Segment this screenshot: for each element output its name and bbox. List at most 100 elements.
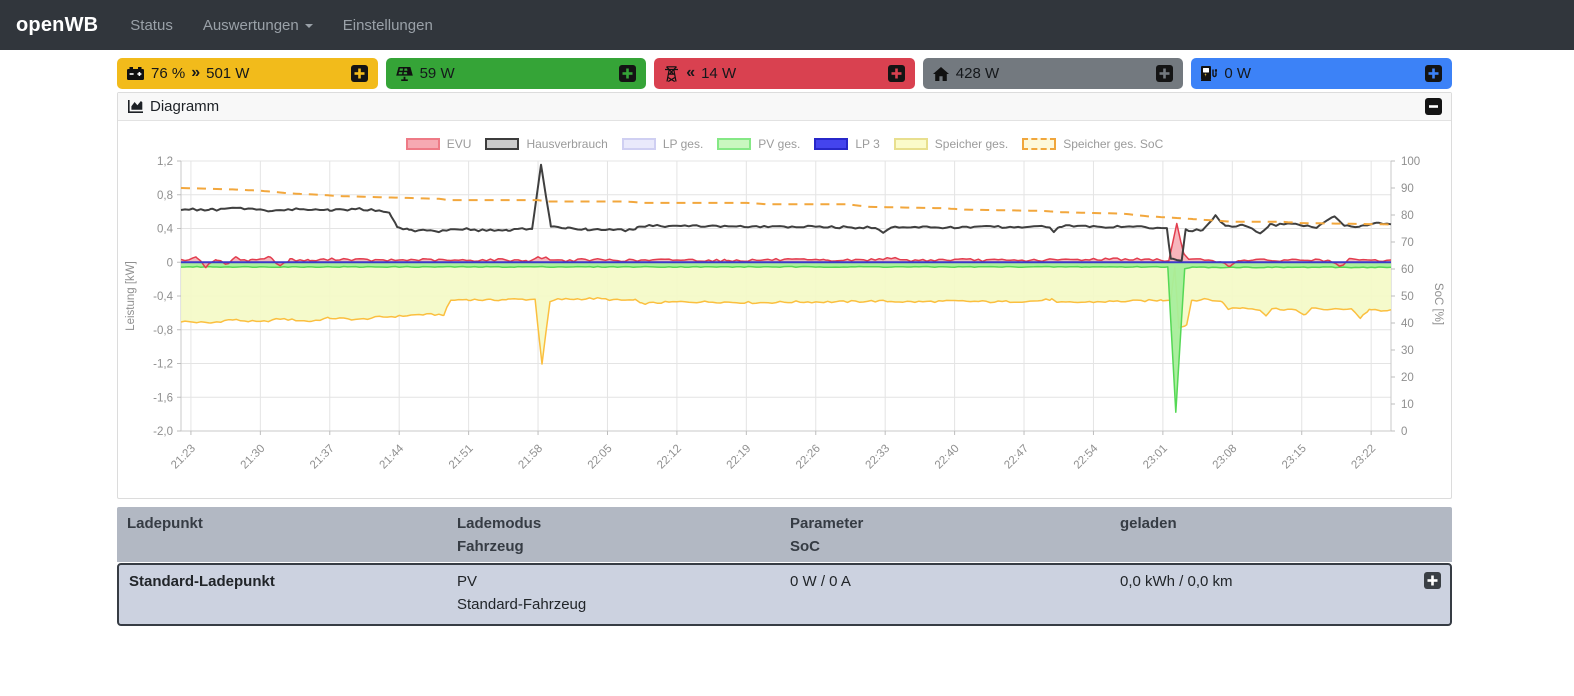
svg-text:40: 40 (1401, 318, 1414, 330)
header-parameter-soc: Parameter SoC (790, 515, 864, 555)
diagram-chart: 1,20,80,40-0,4-0,8-1,2-1,6-2,01009080706… (125, 156, 1444, 472)
svg-text:23:01: 23:01 (1141, 443, 1170, 472)
svg-text:60: 60 (1401, 264, 1414, 276)
status-badge-evu[interactable]: « 14 W (654, 58, 915, 89)
svg-text:22:54: 22:54 (1072, 442, 1101, 471)
svg-text:50: 50 (1401, 291, 1414, 303)
navbar: openWB Status Auswertungen Einstellungen (0, 0, 1574, 50)
nav-item-label: Auswertungen (202, 16, 299, 34)
legend-label: PV ges. (758, 137, 801, 151)
legend-item: LP 3 (814, 137, 880, 151)
caret-down-icon (304, 24, 313, 28)
svg-text:23:08: 23:08 (1211, 443, 1240, 472)
svg-text:0,4: 0,4 (157, 224, 174, 236)
nav-item-label: Status (130, 16, 173, 34)
expand-chargepoint-button[interactable] (1424, 572, 1441, 589)
status-badge-speicher[interactable]: 76 % » 501 W (117, 58, 378, 89)
badge-soc-value: 76 % (151, 65, 186, 82)
charging-station-icon (1201, 66, 1218, 81)
expand-badge-button[interactable] (350, 65, 368, 82)
svg-text:23:15: 23:15 (1280, 443, 1309, 472)
legend-swatch (717, 138, 752, 150)
diagram-panel-header: Diagramm (118, 93, 1451, 121)
svg-text:0: 0 (167, 257, 173, 269)
svg-text:80: 80 (1401, 210, 1414, 222)
svg-text:22:19: 22:19 (725, 443, 754, 472)
svg-text:21:44: 21:44 (377, 442, 406, 471)
legend-label: EVU (446, 137, 472, 151)
legend-item: Speicher ges. (893, 137, 1009, 151)
svg-text:0: 0 (1401, 426, 1407, 438)
svg-text:SoC [%]: SoC [%] (1432, 283, 1444, 325)
diagram-panel-title: Diagramm (150, 98, 220, 115)
legend-item: PV ges. (717, 137, 800, 151)
nav-item-status[interactable]: Status (130, 17, 173, 34)
expand-badge-button[interactable] (887, 65, 905, 82)
svg-text:-2,0: -2,0 (153, 426, 173, 438)
nav-item-label: Einstellungen (342, 16, 433, 34)
svg-text:21:30: 21:30 (239, 443, 268, 472)
header-ladepunkt: Ladepunkt (127, 515, 203, 532)
chargepoint-row: Standard-Ladepunkt PV Standard-Fahrzeug … (117, 563, 1452, 626)
svg-text:21:51: 21:51 (447, 443, 476, 472)
legend-label: Speicher ges. SoC (1063, 137, 1164, 151)
legend-label: Speicher ges. (934, 137, 1009, 151)
legend-item: Hausverbrauch (485, 137, 608, 151)
car-battery-icon (127, 67, 144, 80)
svg-text:20: 20 (1401, 372, 1414, 384)
svg-text:70: 70 (1401, 237, 1414, 249)
svg-text:22:26: 22:26 (794, 443, 823, 472)
collapse-button[interactable] (1425, 98, 1442, 115)
badge-power-value: 14 W (701, 65, 737, 82)
svg-text:Leistung [kW]: Leistung [kW] (125, 261, 137, 331)
legend-label: LP 3 (855, 137, 880, 151)
svg-text:10: 10 (1401, 399, 1414, 411)
legend-label: Hausverbrauch (526, 137, 608, 151)
angle-double-right-icon: » (191, 63, 201, 81)
status-badge-ladepunkt[interactable]: 0 W (1191, 58, 1452, 89)
badge-power-value: 59 W (419, 65, 455, 82)
header-geladen: geladen (1120, 515, 1177, 532)
svg-text:22:33: 22:33 (863, 443, 892, 472)
legend-swatch (485, 138, 520, 150)
cell-lademodus-fahrzeug: PV Standard-Fahrzeug (457, 573, 587, 613)
legend-swatch (621, 138, 656, 150)
svg-text:-0,8: -0,8 (153, 325, 173, 337)
legend-label: LP ges. (662, 137, 704, 151)
svg-text:-0,4: -0,4 (153, 291, 173, 303)
svg-text:0,8: 0,8 (157, 190, 173, 202)
home-icon (932, 66, 949, 81)
expand-badge-button[interactable] (1156, 65, 1174, 82)
cell-parameter: 0 W / 0 A (790, 573, 851, 590)
legend-item: EVU (405, 137, 472, 151)
chargepoint-table: Ladepunkt Lademodus Fahrzeug Parameter S… (117, 507, 1452, 626)
svg-text:30: 30 (1401, 345, 1414, 357)
expand-badge-button[interactable] (1424, 65, 1442, 82)
svg-text:-1,6: -1,6 (153, 392, 173, 404)
svg-text:23:22: 23:22 (1349, 443, 1378, 472)
legend-swatch (893, 138, 928, 150)
svg-text:22:47: 22:47 (1002, 443, 1031, 472)
diagram-panel-body: EVU Hausverbrauch LP ges. PV ges. LP 3 Speich… (118, 121, 1451, 498)
nav-item-einstellungen[interactable]: Einstellungen (343, 17, 433, 34)
status-badge-pv[interactable]: 59 W (385, 58, 647, 89)
svg-text:-1,2: -1,2 (153, 359, 173, 371)
brand-openwb: openWB (16, 13, 99, 36)
cell-ladepunkt: Standard-Ladepunkt (129, 573, 275, 590)
nav-item-auswertungen[interactable]: Auswertungen (203, 17, 313, 34)
main-container: 76 % » 501 W 59 W « 14 W 428 W 0 W Diagramm EVU… (117, 58, 1452, 626)
svg-text:22:40: 22:40 (933, 443, 962, 472)
solar-panel-icon (395, 66, 413, 81)
legend-swatch (1022, 138, 1057, 150)
legend-swatch (814, 138, 849, 150)
angle-double-left-icon: « (686, 63, 696, 81)
svg-text:21:58: 21:58 (516, 443, 545, 472)
svg-text:21:23: 21:23 (169, 443, 198, 472)
status-badge-haus[interactable]: 428 W (922, 58, 1184, 89)
svg-text:1,2: 1,2 (157, 156, 173, 168)
chargepoint-table-header: Ladepunkt Lademodus Fahrzeug Parameter S… (117, 507, 1452, 562)
legend-swatch (405, 138, 440, 150)
svg-text:90: 90 (1401, 183, 1414, 195)
expand-badge-button[interactable] (619, 65, 637, 82)
badge-power-value: 0 W (1224, 65, 1252, 82)
